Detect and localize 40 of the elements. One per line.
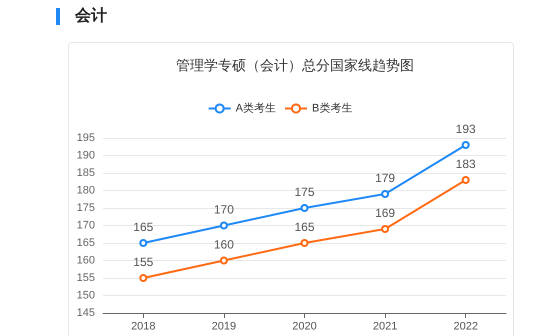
- y-tick-label: 180: [76, 184, 95, 196]
- y-tick-label: 165: [76, 237, 95, 249]
- x-tick-label: 2020: [292, 320, 317, 332]
- point: [300, 204, 308, 212]
- chart-title: 会计: [74, 6, 107, 24]
- point: [139, 274, 148, 282]
- point: [139, 239, 148, 247]
- data-label: 169: [375, 206, 396, 220]
- data-label: 165: [294, 220, 315, 234]
- data-label: 183: [456, 157, 476, 171]
- point: [220, 222, 228, 230]
- y-tick-label: 195: [76, 132, 95, 144]
- point: [300, 239, 308, 247]
- point: [462, 141, 470, 149]
- data-label: 165: [133, 220, 154, 234]
- y-tick-label: 175: [76, 202, 95, 214]
- y-tick-label: 150: [76, 290, 95, 302]
- x-tick-label: 2018: [131, 320, 156, 332]
- point: [381, 225, 390, 233]
- point: [220, 256, 228, 264]
- y-tick-label: 160: [76, 254, 95, 266]
- chart-subtitle: 管理学专硕（会计）总分国家线趋势图: [176, 57, 414, 73]
- data-label: 170: [214, 202, 234, 216]
- x-tick-label: 2019: [212, 320, 236, 332]
- data-label: 160: [214, 238, 234, 252]
- data-label: 155: [133, 255, 154, 269]
- point: [381, 190, 390, 198]
- data-label: 179: [375, 171, 396, 185]
- x-tick-label: 2022: [453, 320, 478, 332]
- y-tick-label: 190: [76, 150, 95, 162]
- x-tick-label: 2021: [372, 320, 398, 332]
- data-label: 175: [294, 185, 315, 199]
- y-tick-label: 145: [76, 307, 95, 319]
- point: [462, 176, 470, 184]
- y-tick-label: 155: [76, 272, 95, 284]
- legend-label: A类考生: [236, 102, 276, 114]
- data-label: 193: [456, 122, 476, 136]
- y-tick-label: 170: [76, 220, 95, 232]
- y-tick-label: 185: [76, 167, 95, 179]
- legend-label: B类考生: [312, 102, 352, 114]
